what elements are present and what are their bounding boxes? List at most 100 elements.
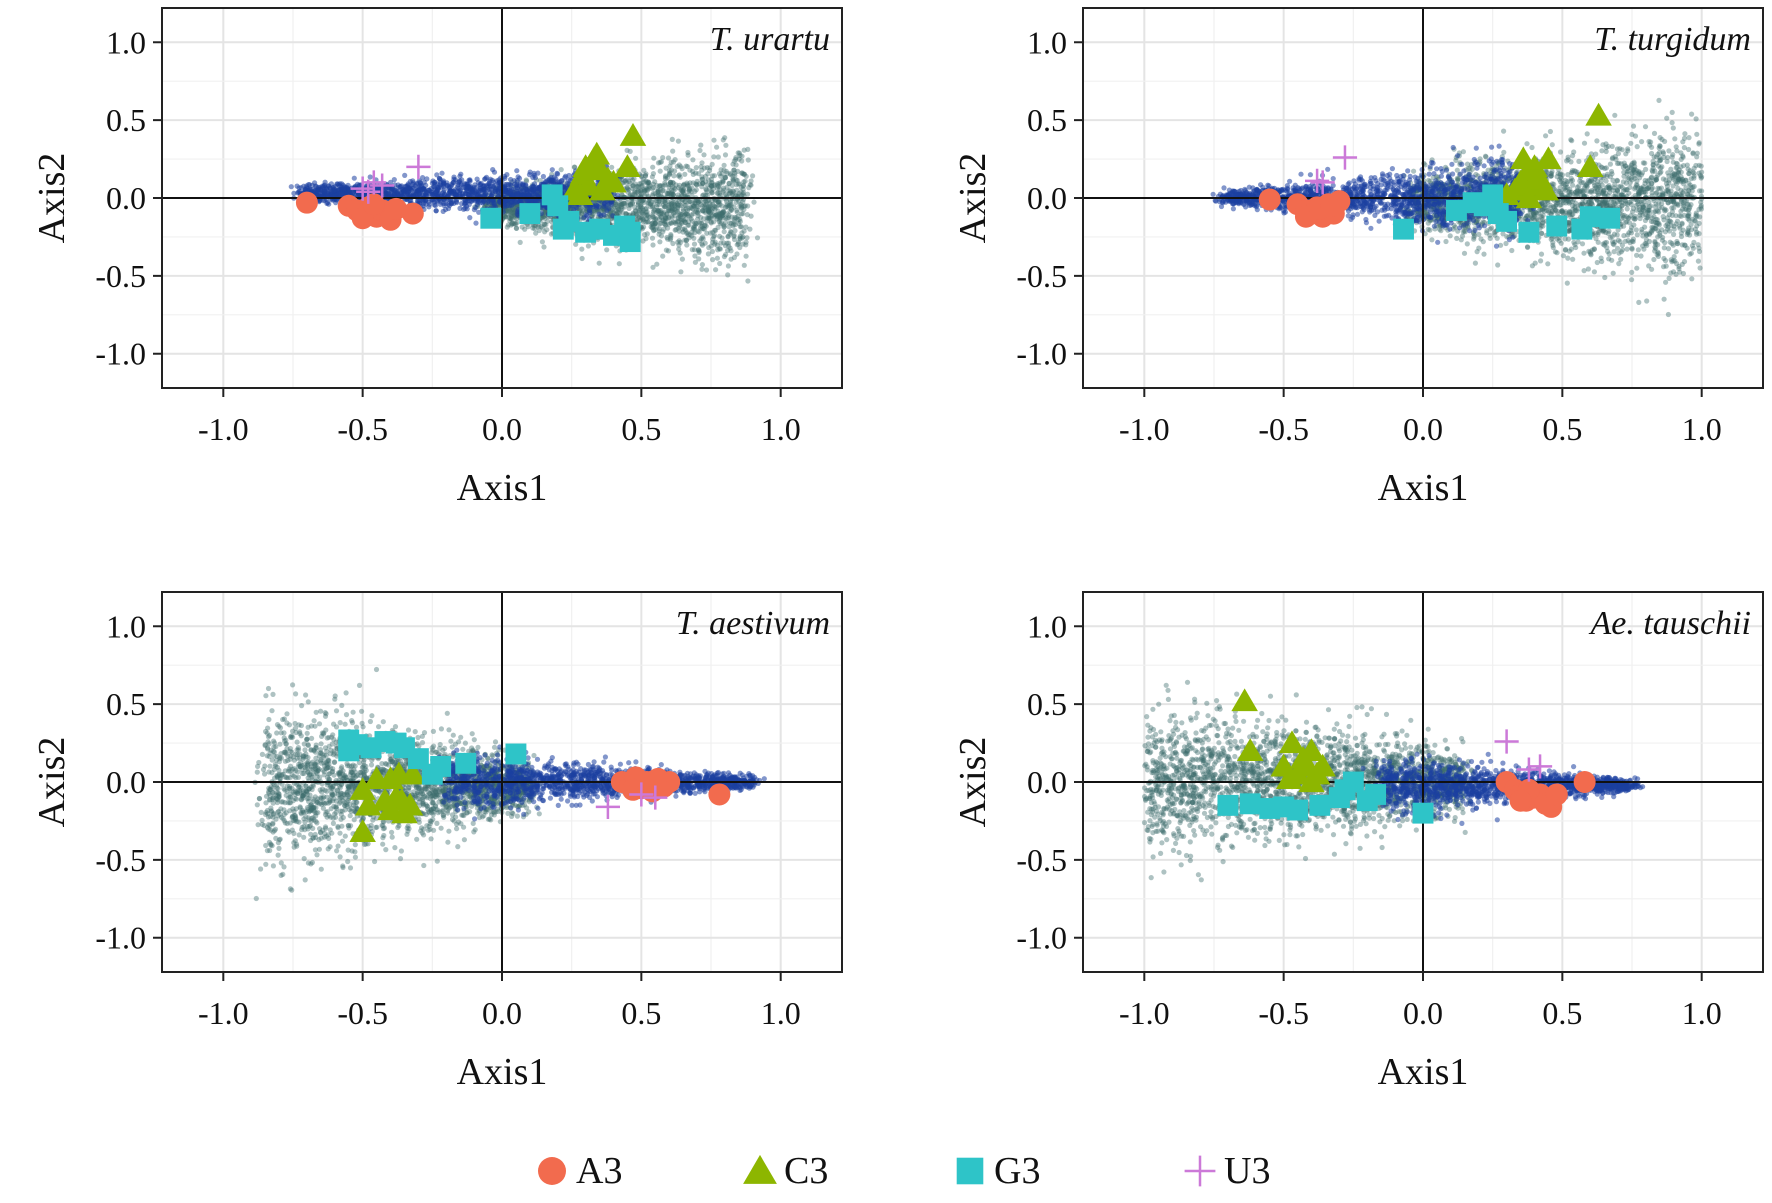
cloud-point bbox=[1630, 123, 1637, 129]
cloud-point bbox=[663, 222, 669, 228]
cloud-point bbox=[740, 211, 746, 217]
cloud-point bbox=[616, 261, 622, 267]
x-ticks: -1.0 -0.5 0.0 0.5 1.0 bbox=[198, 388, 801, 447]
cloud-point bbox=[698, 236, 704, 242]
cloud-point bbox=[647, 214, 653, 220]
cloud-point bbox=[717, 199, 723, 205]
y-tick-label: -1.0 bbox=[95, 336, 146, 372]
cloud-point bbox=[674, 219, 680, 225]
cloud-point bbox=[720, 215, 726, 221]
cloud-point bbox=[1693, 212, 1699, 218]
cloud-point bbox=[676, 223, 683, 230]
cloud-point bbox=[502, 182, 508, 188]
cloud-point bbox=[667, 163, 673, 169]
cloud-point bbox=[678, 187, 684, 193]
cloud-point bbox=[745, 191, 751, 197]
cloud-point bbox=[1581, 140, 1588, 146]
cloud-point bbox=[729, 207, 735, 213]
cloud-point bbox=[741, 179, 747, 185]
cloud-point bbox=[473, 220, 479, 226]
cloud-point bbox=[687, 214, 693, 220]
cloud-point bbox=[724, 215, 730, 221]
cloud-point bbox=[630, 182, 636, 189]
cloud-point bbox=[680, 186, 686, 193]
cloud-point bbox=[665, 248, 672, 254]
cloud-point bbox=[458, 181, 464, 187]
cloud-point bbox=[539, 239, 546, 245]
cloud-point bbox=[730, 223, 736, 229]
cloud-point bbox=[662, 176, 669, 182]
cloud-point bbox=[1547, 128, 1553, 135]
cloud-point bbox=[681, 212, 688, 218]
cloud-point bbox=[724, 240, 730, 246]
cloud-point bbox=[457, 173, 463, 179]
cloud-point bbox=[699, 226, 705, 232]
cloud-point bbox=[622, 178, 628, 184]
cloud-point bbox=[699, 167, 705, 173]
cloud-point bbox=[711, 154, 717, 160]
cloud-point bbox=[623, 211, 629, 217]
cloud-point bbox=[733, 156, 739, 163]
cloud-point bbox=[613, 208, 619, 214]
cloud-point bbox=[669, 136, 675, 142]
cloud-point bbox=[710, 236, 716, 242]
cloud-point bbox=[1638, 253, 1644, 259]
cloud-point bbox=[1591, 269, 1597, 275]
cloud-point bbox=[678, 164, 684, 170]
cloud-point bbox=[708, 243, 714, 249]
cloud-point bbox=[665, 155, 672, 161]
cloud-point bbox=[668, 220, 674, 226]
cloud-point bbox=[649, 221, 655, 227]
cloud-point bbox=[693, 198, 699, 204]
cloud-point bbox=[484, 182, 490, 189]
cloud-point bbox=[636, 188, 642, 194]
cloud-point bbox=[706, 209, 712, 215]
cloud-point bbox=[662, 203, 669, 209]
cloud-point bbox=[680, 226, 686, 232]
cloud-point bbox=[668, 167, 675, 173]
cloud-point bbox=[697, 147, 703, 154]
cloud-point bbox=[1529, 263, 1535, 269]
y-axis-title: Axis2 bbox=[31, 153, 73, 244]
cloud-point bbox=[745, 278, 751, 284]
cloud-point bbox=[735, 241, 741, 247]
cloud-point bbox=[668, 220, 675, 226]
cloud-point bbox=[669, 203, 676, 209]
cloud-point bbox=[650, 191, 656, 197]
cloud-point bbox=[715, 208, 721, 214]
cloud-point bbox=[699, 242, 706, 248]
cloud-point bbox=[467, 215, 473, 221]
cloud-point bbox=[672, 157, 678, 163]
cloud-point bbox=[646, 184, 652, 190]
cloud-point bbox=[677, 213, 683, 220]
cloud-point bbox=[670, 180, 676, 186]
cloud-point bbox=[723, 142, 729, 148]
cloud-point bbox=[705, 192, 711, 198]
cloud-point bbox=[1568, 159, 1574, 165]
cloud-point bbox=[741, 262, 747, 268]
cloud-point bbox=[645, 214, 651, 220]
cloud-point bbox=[740, 241, 746, 247]
cloud-point bbox=[504, 224, 510, 230]
cloud-point bbox=[723, 168, 729, 174]
cloud-point bbox=[717, 192, 723, 199]
cloud-point bbox=[666, 172, 673, 178]
cloud-point bbox=[596, 204, 602, 210]
cloud-point bbox=[693, 182, 700, 188]
cloud-point bbox=[683, 202, 689, 208]
cloud-point bbox=[660, 155, 666, 161]
cloud-point bbox=[662, 215, 669, 221]
cloud-point bbox=[1581, 250, 1587, 256]
cloud-point bbox=[676, 238, 682, 244]
cloud-point bbox=[683, 211, 689, 217]
cloud-point bbox=[731, 158, 737, 164]
cloud-point bbox=[721, 167, 727, 173]
cloud-point bbox=[644, 209, 650, 215]
cloud-point bbox=[1670, 125, 1676, 131]
cloud-point bbox=[707, 165, 713, 171]
cloud-point bbox=[743, 253, 749, 259]
cloud-point bbox=[685, 182, 691, 188]
cloud-point bbox=[705, 251, 712, 257]
cloud-point bbox=[508, 212, 514, 218]
cloud-point bbox=[684, 164, 691, 170]
